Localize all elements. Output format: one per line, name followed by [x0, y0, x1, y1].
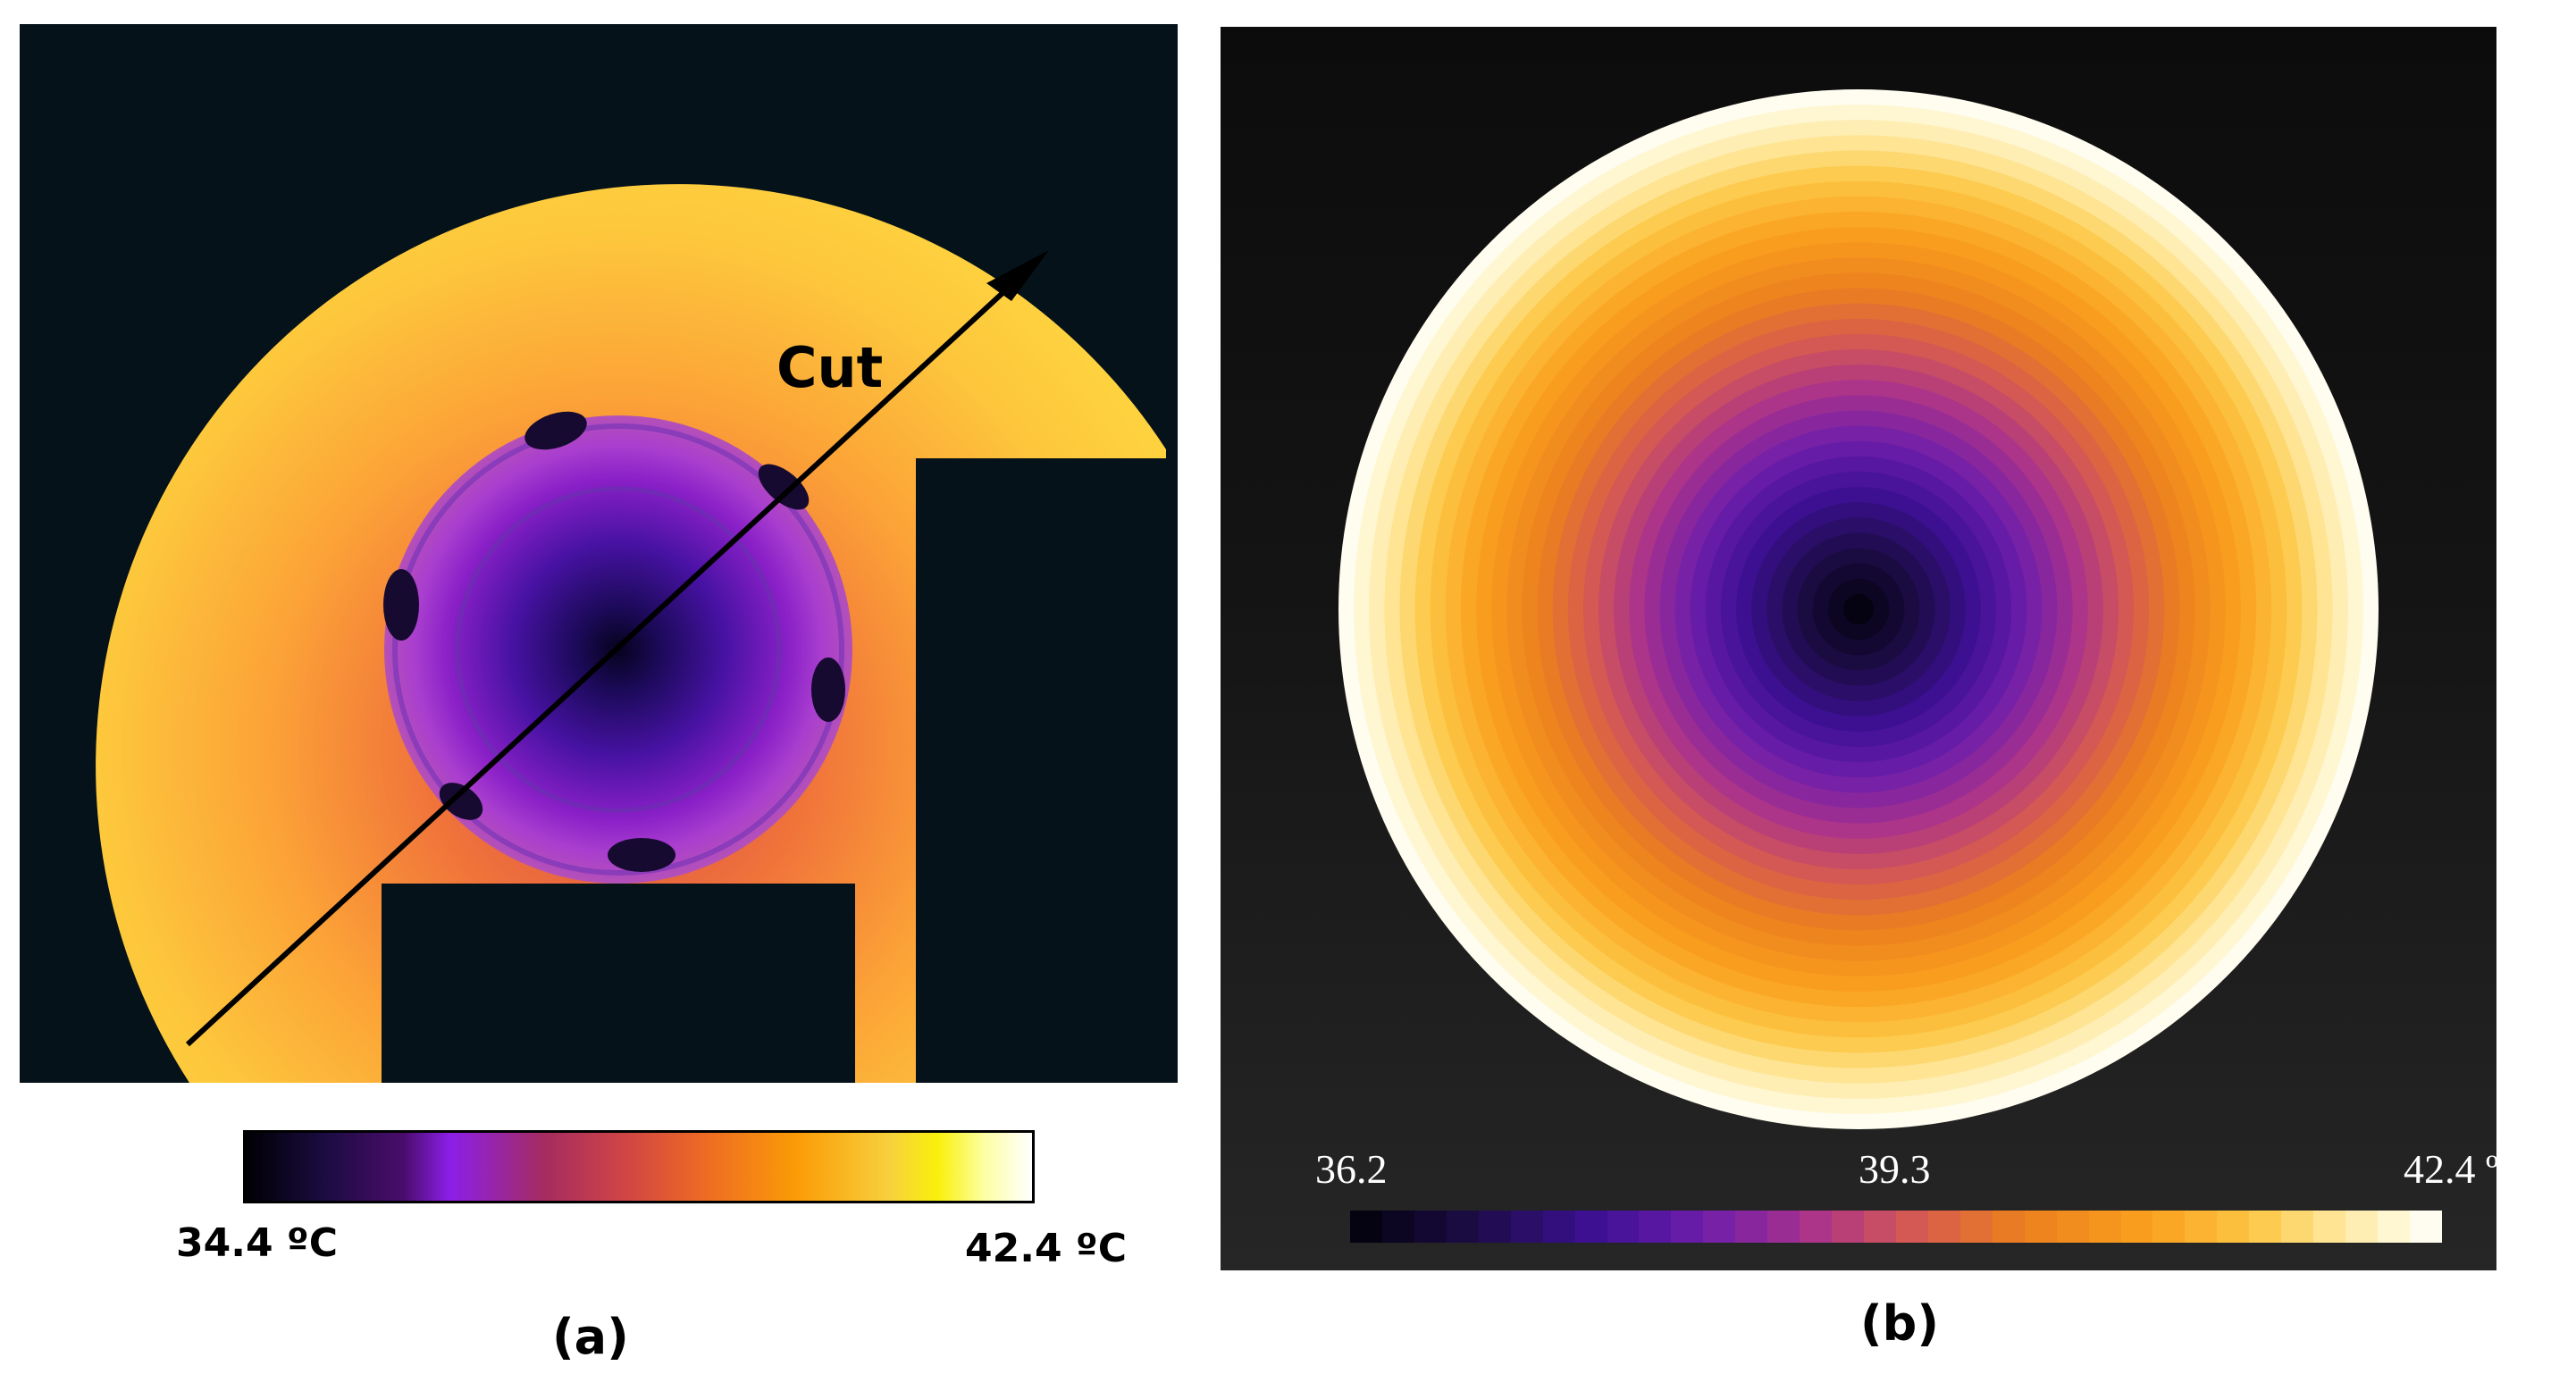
colorbar-b-min-label: 36.2 — [1315, 1146, 1388, 1192]
colorbar-step — [2281, 1211, 2314, 1243]
bolt-spot — [524, 411, 587, 450]
colorbar-step — [1767, 1211, 1800, 1243]
bolt-spot — [608, 838, 675, 872]
bolt-spot — [383, 569, 419, 641]
disc-ring-outer — [392, 423, 844, 876]
colorbar-step — [2345, 1211, 2378, 1243]
bolt-spot — [439, 783, 483, 820]
panel-b: 36.2 39.3 42.4 ºC — [1221, 27, 2526, 1270]
bolt-spot — [758, 464, 810, 510]
colorbar-step — [2409, 1211, 2442, 1243]
thermal-image-b — [1338, 89, 2379, 1129]
colorbar-step — [2217, 1211, 2250, 1243]
colorbar-a-max-label: 42.4 ºC — [965, 1226, 1127, 1271]
thermal-image-a — [20, 24, 1178, 1083]
colorbar-step — [1832, 1211, 1864, 1243]
bolt-spot — [811, 658, 845, 722]
colorbar-step — [2185, 1211, 2218, 1243]
colorbar-step — [1381, 1211, 1414, 1243]
colorbar-step — [2378, 1211, 2410, 1243]
colorbar-step — [1992, 1211, 2025, 1243]
cut-arrow-line — [185, 281, 1016, 1047]
colorbar-step — [1959, 1211, 1993, 1243]
colorbar-b — [1350, 1211, 2442, 1243]
colorbar-step — [1639, 1211, 1672, 1243]
temperature-rings — [1338, 89, 2379, 1129]
caption-b: (b) — [1860, 1295, 1940, 1352]
colorbar-step — [1864, 1211, 1896, 1243]
colorbar-step — [1414, 1211, 1447, 1243]
colorbar-step — [1510, 1211, 1543, 1243]
colorbar-step — [1927, 1211, 1960, 1243]
colorbar-step — [1703, 1211, 1736, 1243]
panel-a: Cut — [20, 24, 1178, 1083]
caption-a: (a) — [552, 1309, 629, 1365]
colorbar-step — [1895, 1211, 1928, 1243]
cut-arrow-head — [986, 250, 1049, 301]
temperature-ring — [1842, 593, 1875, 625]
colorbar-step — [1735, 1211, 1768, 1243]
colorbar-step — [1671, 1211, 1704, 1243]
colorbar-step — [2056, 1211, 2089, 1243]
colorbar-a — [243, 1130, 1035, 1203]
colorbar-step — [2088, 1211, 2121, 1243]
disc-ring-inner — [455, 486, 782, 813]
colorbar-step — [1800, 1211, 1833, 1243]
colorbar-step — [2313, 1211, 2346, 1243]
colorbar-step — [2024, 1211, 2057, 1243]
colorbar-step — [1446, 1211, 1479, 1243]
colorbar-step — [1350, 1211, 1382, 1243]
colorbar-step — [2120, 1211, 2153, 1243]
colorbar-step — [1574, 1211, 1607, 1243]
colorbar-a-min-label: 34.4 ºC — [176, 1220, 338, 1266]
colorbar-step — [1478, 1211, 1511, 1243]
colorbar-b-max-label: 42.4 ºC — [2404, 1146, 2526, 1192]
colorbar-step — [2249, 1211, 2282, 1243]
colorbar-step — [2152, 1211, 2186, 1243]
cut-label: Cut — [776, 335, 884, 400]
colorbar-b-mid-label: 39.3 — [1859, 1146, 1931, 1192]
colorbar-step — [1542, 1211, 1575, 1243]
colorbar-step — [1607, 1211, 1640, 1243]
